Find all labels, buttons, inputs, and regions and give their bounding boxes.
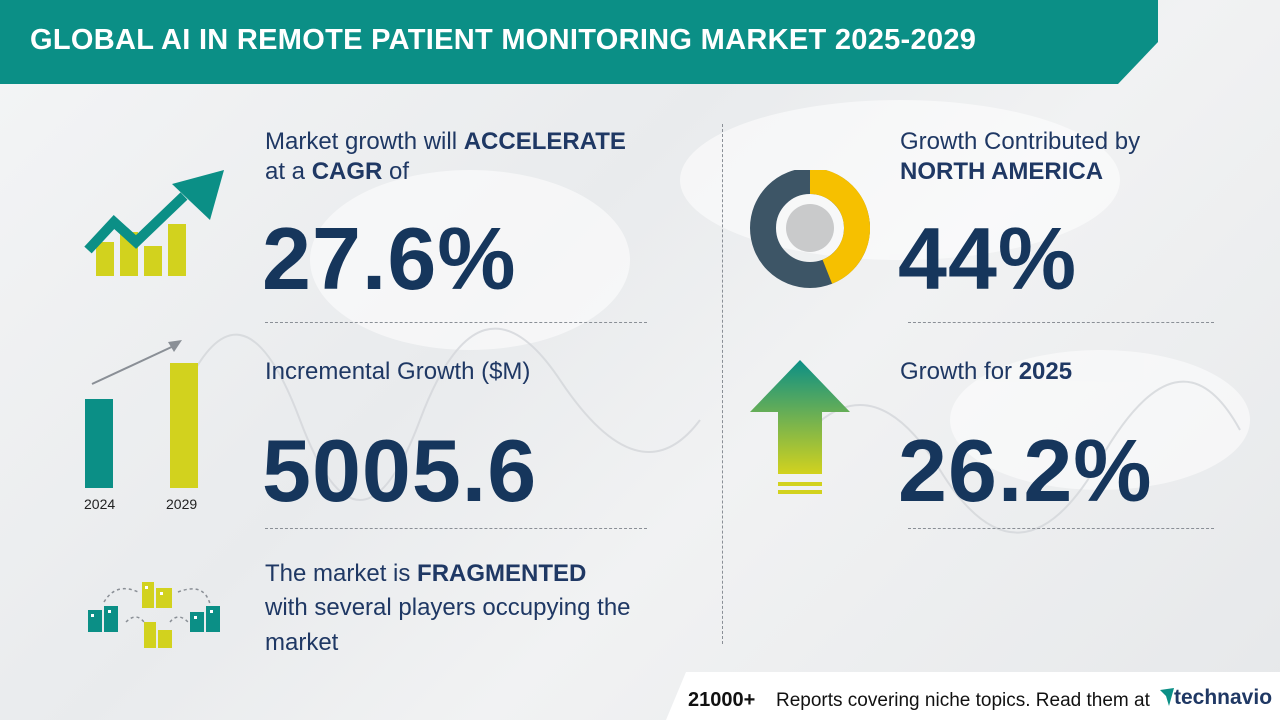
- footer-text: Reports covering niche topics. Read them…: [776, 690, 1150, 711]
- footer-count: 21000+: [688, 689, 756, 711]
- yoy-value: 26.2%: [898, 421, 1153, 520]
- market-line1: The market is FRAGMENTED: [265, 560, 587, 587]
- donut-share-slice: [809, 170, 870, 284]
- divider: [908, 528, 1214, 529]
- page-title: GLOBAL AI IN REMOTE PATIENT MONITORING M…: [30, 24, 977, 56]
- divider: [265, 528, 647, 529]
- technavio-logo[interactable]: technavio: [1160, 686, 1272, 710]
- header-banner: [0, 0, 1158, 84]
- growth-chart-icon: [84, 170, 224, 276]
- divider: [265, 322, 647, 323]
- market-line3: market: [265, 629, 339, 656]
- brand-name: technavio: [1174, 686, 1273, 709]
- vertical-divider: [722, 124, 723, 644]
- footer-bar: [666, 672, 1280, 720]
- incremental-value: 5005.6: [262, 421, 538, 520]
- region-line1: Growth Contributed by: [900, 128, 1141, 155]
- buildings-network-icon: [88, 582, 220, 648]
- up-arrow-icon: [750, 360, 850, 494]
- cagr-line2: at a CAGR of: [265, 158, 410, 185]
- year-start-label: 2024: [84, 496, 116, 512]
- divider: [908, 322, 1214, 323]
- incremental-label: Incremental Growth ($M): [265, 358, 531, 385]
- yoy-label: Growth for 2025: [900, 358, 1073, 385]
- cagr-value: 27.6%: [262, 209, 517, 308]
- cagr-line1: Market growth will ACCELERATE: [265, 128, 626, 155]
- year-end-label: 2029: [166, 496, 198, 512]
- market-line2: with several players occupying the: [265, 594, 631, 621]
- donut-chart-icon: [750, 170, 870, 288]
- region-value: 44%: [898, 209, 1078, 308]
- region-line2: NORTH AMERICA: [900, 158, 1104, 185]
- technavio-logo-icon: [1160, 688, 1174, 706]
- bar-growth-icon: [85, 340, 198, 488]
